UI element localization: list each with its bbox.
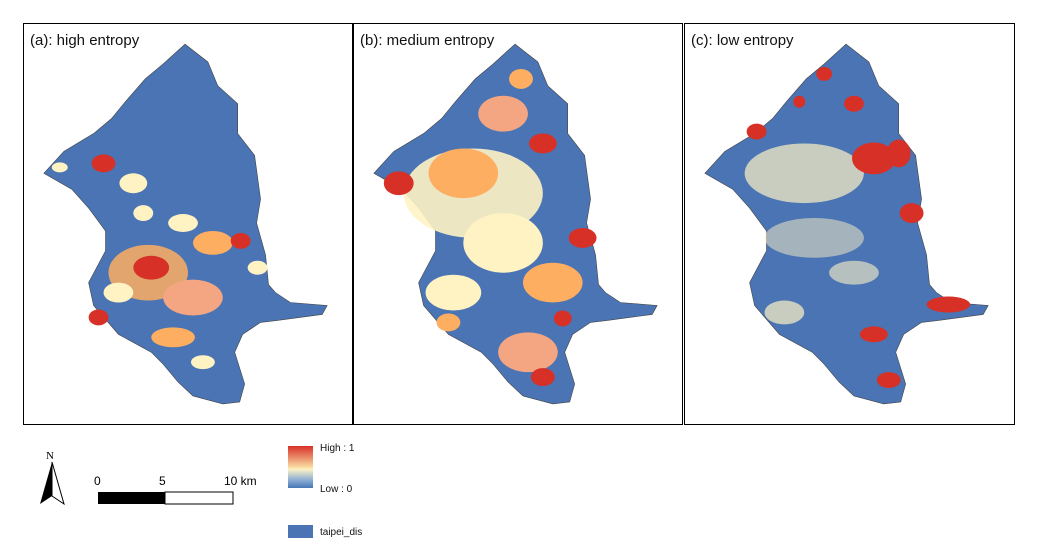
taipei-map-medium-entropy xyxy=(373,43,658,405)
legend-low-label: Low : 0 xyxy=(320,484,353,495)
hotspot-layer xyxy=(744,66,971,389)
map-panel-low-entropy: (c): low entropy xyxy=(684,23,1015,425)
panel-title: (c): low entropy xyxy=(691,32,794,49)
north-arrow-label: N xyxy=(46,450,54,462)
north-arrow-icon xyxy=(40,461,65,506)
taipei-map-high-entropy xyxy=(43,43,328,405)
panel-title: (a): high entropy xyxy=(30,32,140,49)
map-panel-high-entropy: (a): high entropy xyxy=(23,23,353,425)
legend-high-label: High : 1 xyxy=(320,443,355,454)
scale-tick-10: 10 km xyxy=(224,474,257,488)
hotspot-layer xyxy=(51,154,268,370)
scale-bar xyxy=(98,491,234,505)
legend-layer-label: taipei_dis xyxy=(320,527,363,538)
taipei-map-low-entropy xyxy=(704,43,989,405)
hotspot-layer xyxy=(383,68,597,387)
scale-tick-5: 5 xyxy=(159,474,166,488)
legend-color-ramp xyxy=(288,446,313,488)
panel-title: (b): medium entropy xyxy=(360,32,495,49)
map-panel-medium-entropy: (b): medium entropy xyxy=(353,23,683,425)
legend-layer-swatch xyxy=(288,525,313,538)
scale-tick-0: 0 xyxy=(94,474,101,488)
